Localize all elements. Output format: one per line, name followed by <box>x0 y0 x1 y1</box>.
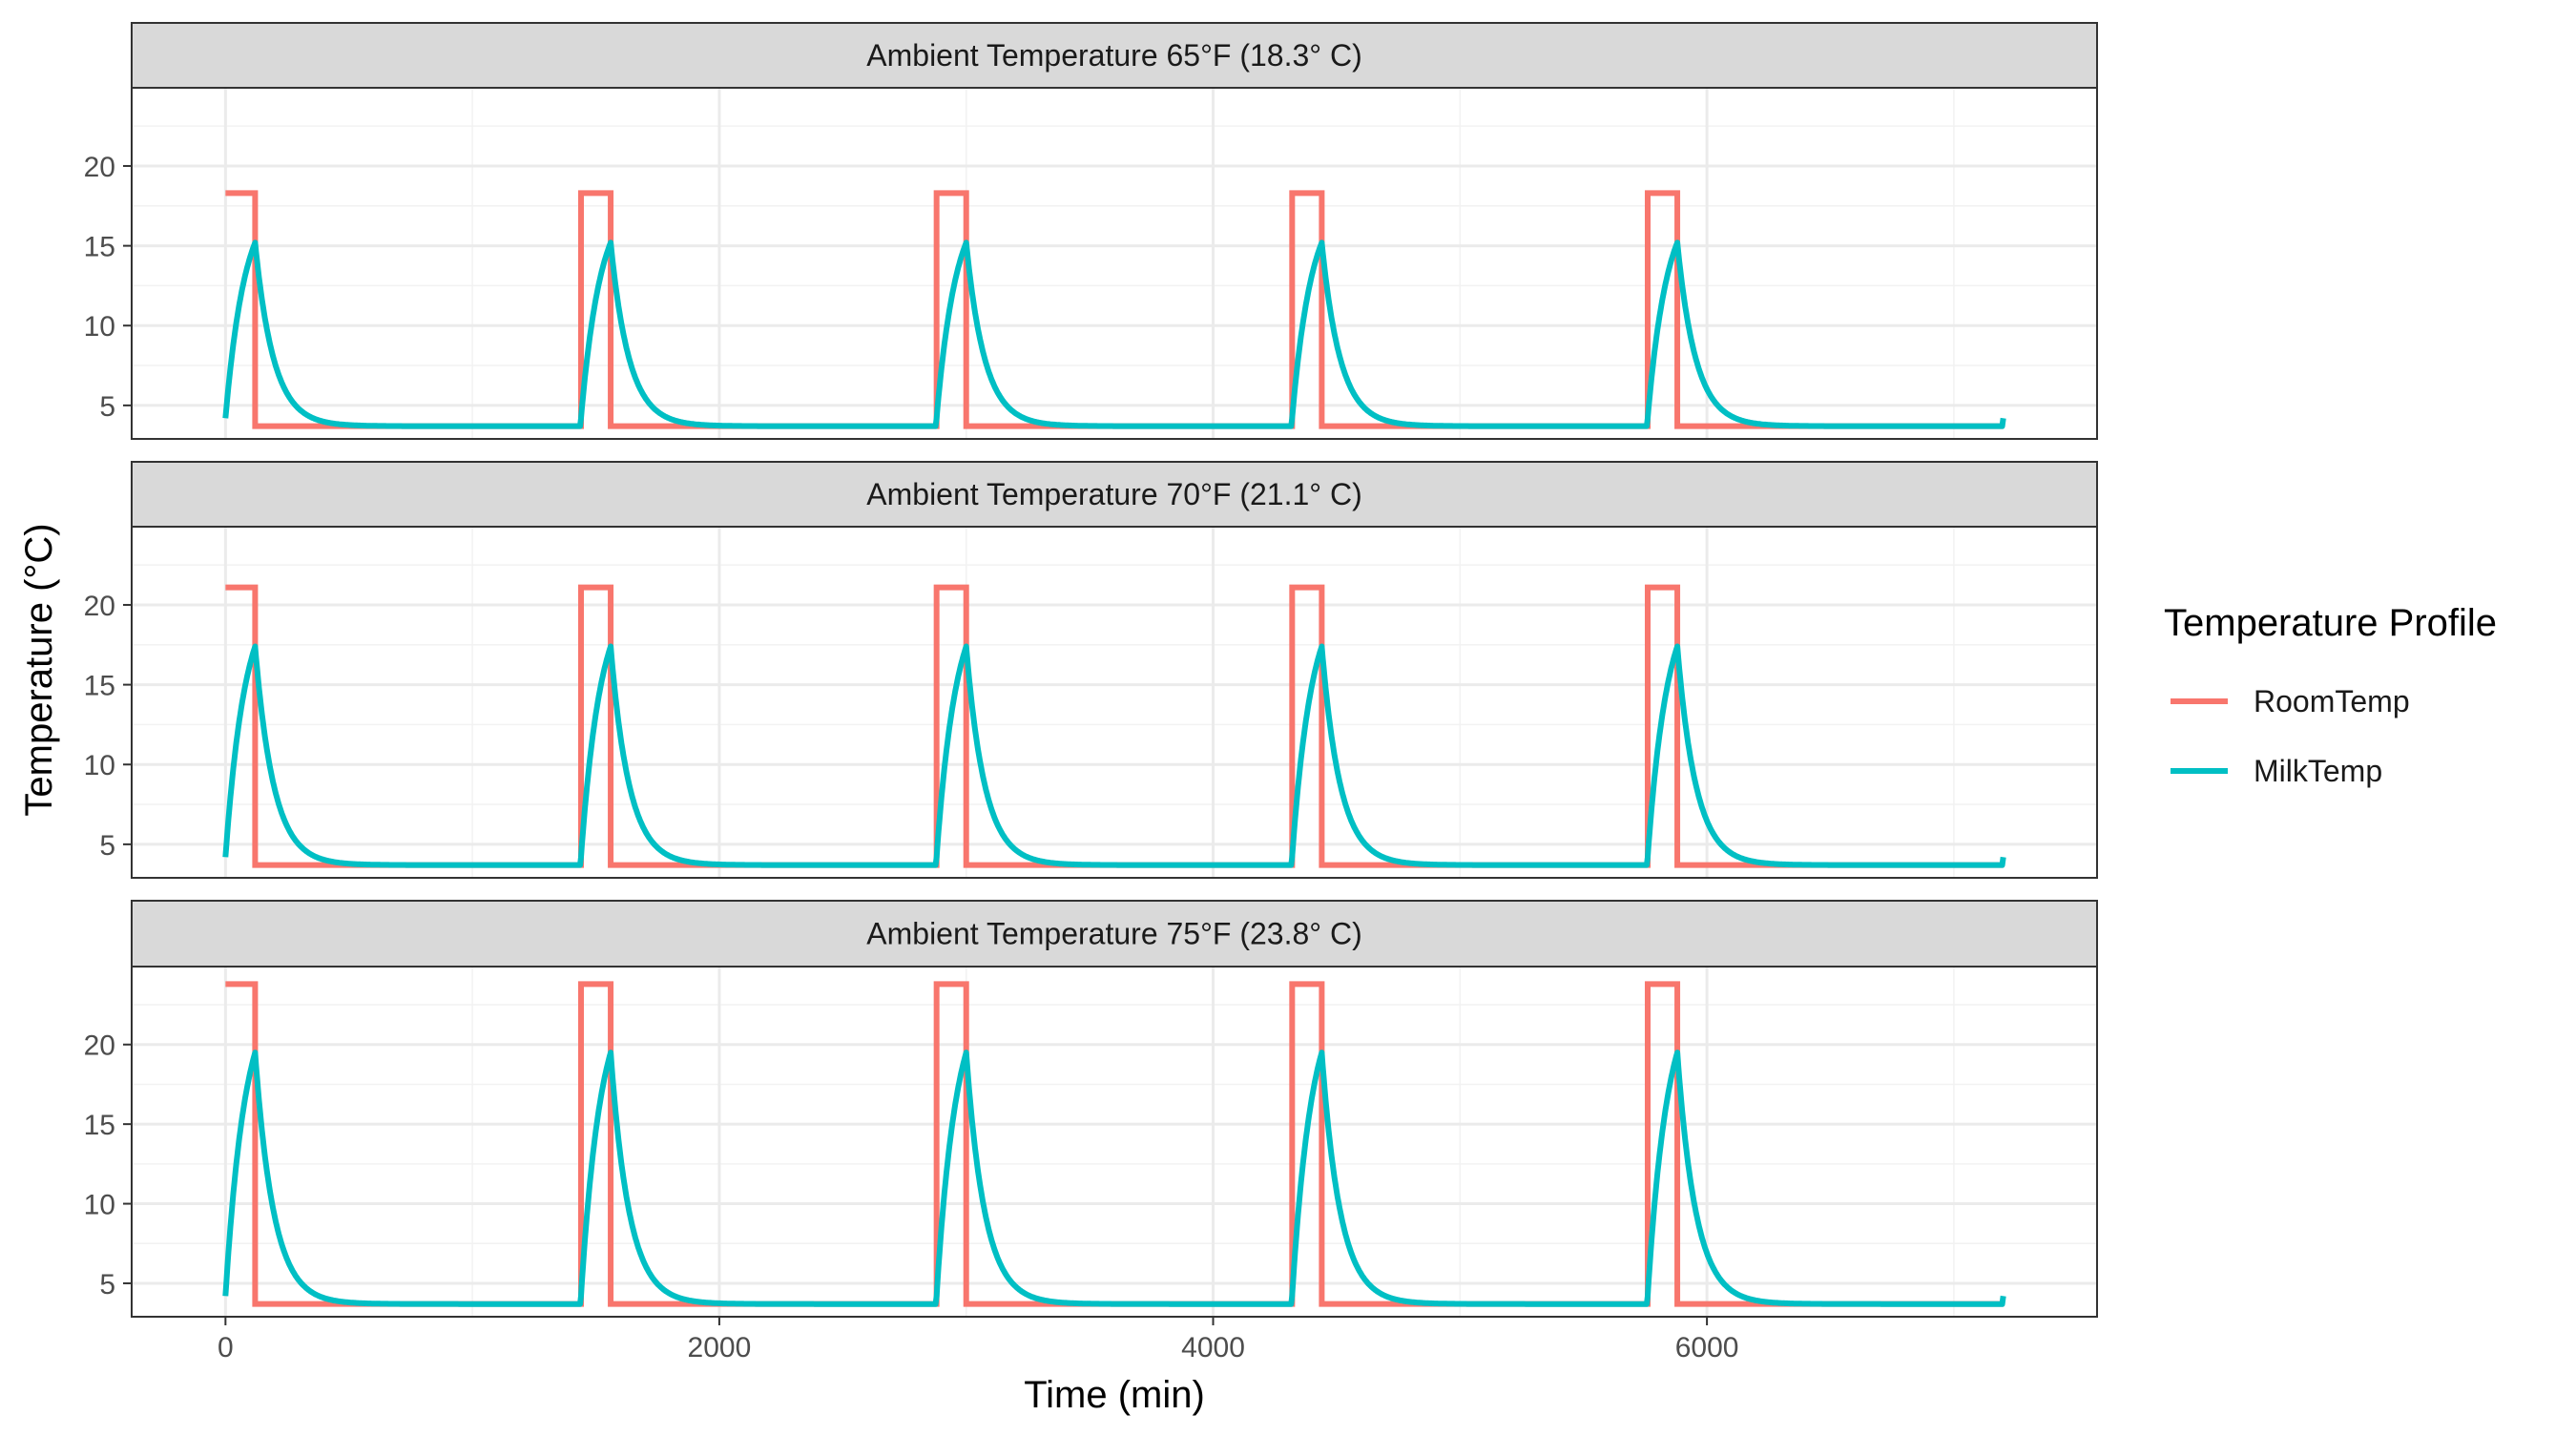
y-tick-label: 5 <box>99 1269 115 1301</box>
series-roomtemp-line <box>225 981 2004 1307</box>
x-axis-title: Time (min) <box>1024 1374 1205 1416</box>
y-tick-label: 5 <box>99 391 115 423</box>
y-tick-label: 20 <box>84 152 115 183</box>
y-tick-label: 5 <box>99 830 115 862</box>
legend-label-roomtemp: RoomTemp <box>2254 684 2410 718</box>
series-roomtemp-line <box>225 584 2004 868</box>
series-roomtemp-line <box>225 190 2004 429</box>
panel-background <box>132 88 2097 439</box>
facet-strip-label: Ambient Temperature 75°F (23.8° C) <box>866 917 1361 951</box>
y-tick-label: 10 <box>84 750 115 781</box>
panel-background <box>132 527 2097 878</box>
y-tick-label: 15 <box>84 1110 115 1141</box>
x-tick-label: 0 <box>218 1332 234 1363</box>
series-milktemp-line <box>222 239 2006 429</box>
y-tick-label: 15 <box>84 232 115 263</box>
y-tick-label: 10 <box>84 311 115 343</box>
series-milktemp-line <box>222 643 2006 868</box>
x-tick-label: 6000 <box>1675 1332 1739 1363</box>
x-tick-label: 2000 <box>688 1332 752 1363</box>
y-tick-label: 20 <box>84 1030 115 1062</box>
facet-strip-label: Ambient Temperature 65°F (18.3° C) <box>866 38 1361 73</box>
panel-background <box>132 967 2097 1317</box>
facet-strip <box>131 22 2098 89</box>
x-tick-label: 4000 <box>1181 1332 1245 1363</box>
facet-strip <box>131 461 2098 528</box>
series-milktemp-line <box>222 1050 2006 1307</box>
y-tick-label: 15 <box>84 671 115 702</box>
y-tick-label: 10 <box>84 1190 115 1221</box>
legend-title: Temperature Profile <box>2164 602 2497 644</box>
y-axis-title: Temperature (°C) <box>18 523 60 816</box>
legend-label-milktemp: MilkTemp <box>2254 754 2382 788</box>
facet-strip-label: Ambient Temperature 70°F (21.1° C) <box>866 477 1361 511</box>
y-tick-label: 20 <box>84 591 115 622</box>
facet-strip <box>131 900 2098 968</box>
